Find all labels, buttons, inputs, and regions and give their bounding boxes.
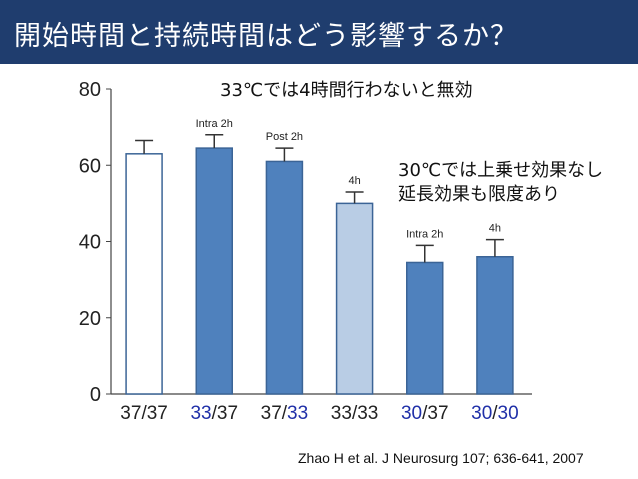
category-label-1: 37/37 (120, 403, 168, 424)
bar-5 (406, 261, 444, 395)
slide-title: 開始時間と持続時間はどう影響するか？ (14, 21, 518, 52)
bar-annotation-3: Post 2h (266, 131, 303, 143)
citation: Zhao H et al. J Neurosurg 107; 636-641, … (298, 450, 584, 466)
y-tick-label: 20 (79, 308, 101, 330)
y-tick-label: 0 (90, 384, 101, 406)
bar-2 (195, 147, 233, 395)
bar-annotation-4: 4h (348, 175, 360, 187)
bar-3 (265, 160, 304, 395)
y-tick-label: 40 (79, 232, 101, 254)
note-30c-line2: 延長効果も限度あり (398, 184, 560, 205)
note-33c: 33℃では4時間行わないと無効 (220, 80, 473, 101)
title-bar: 開始時間と持続時間はどう影響するか？ (0, 0, 638, 64)
y-tick-label: 60 (79, 155, 101, 177)
category-label-5: 30/37 (401, 403, 449, 424)
category-label-2: 33/37 (190, 403, 238, 424)
bar-annotation-5: Intra 2h (406, 228, 443, 240)
bar-annotation-6: 4h (489, 223, 501, 235)
bar-4 (335, 202, 374, 395)
note-30c-line1: 30℃では上乗せ効果なし (398, 160, 604, 181)
category-label-4: 33/33 (331, 403, 379, 424)
y-tick-label: 80 (79, 79, 101, 101)
bar-1 (125, 153, 163, 395)
bar-6 (476, 256, 514, 395)
category-label-6: 30/30 (471, 403, 519, 424)
bar-annotation-2: Intra 2h (196, 118, 233, 130)
category-label-3: 37/33 (261, 403, 309, 424)
